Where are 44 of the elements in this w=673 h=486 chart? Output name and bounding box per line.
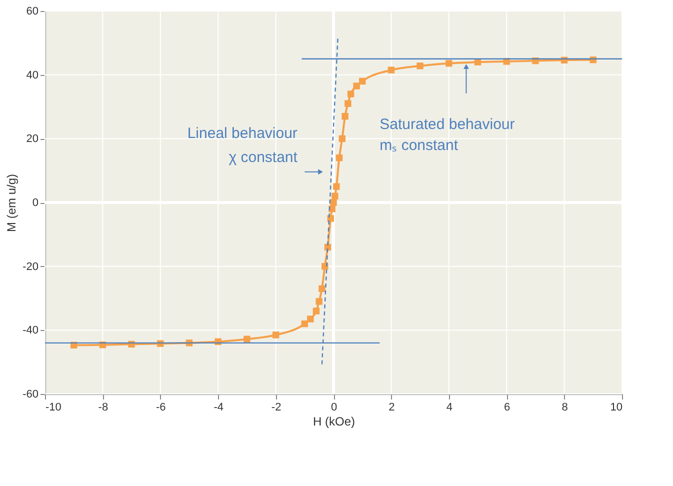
point	[446, 60, 452, 67]
point	[330, 199, 337, 206]
annotation: Lineal behaviour	[187, 125, 298, 142]
point	[416, 62, 424, 70]
annotation: χ constant	[228, 149, 298, 166]
point	[332, 192, 338, 200]
y-tick-label: 0	[32, 197, 38, 209]
y-tick-label: -20	[22, 260, 38, 273]
point	[388, 66, 395, 74]
x-tick-label: -6	[156, 402, 166, 414]
x-tick-label: 8	[562, 402, 568, 414]
point	[318, 285, 326, 292]
point	[272, 332, 280, 338]
x-tick-label: 10	[610, 402, 622, 414]
point	[344, 100, 352, 107]
y-tick-label: -60	[22, 388, 38, 400]
x-axis-title: H (kOe)	[313, 414, 356, 428]
point	[347, 90, 354, 98]
y-axis-title: M (em u/g)	[4, 174, 19, 232]
point	[333, 183, 340, 190]
x-tick-label: 0	[330, 402, 338, 414]
point	[342, 112, 348, 120]
x-tick-label: 2	[388, 402, 395, 414]
y-tick-label: 40	[26, 69, 38, 82]
annotation: Saturated behaviour	[380, 116, 515, 133]
point	[353, 82, 360, 90]
y-tick-label: 20	[26, 133, 38, 146]
x-tick-label: 6	[504, 402, 510, 414]
x-tick-label: 4	[446, 402, 452, 414]
x-tick-label: -4	[214, 402, 224, 414]
point	[338, 135, 346, 142]
point	[358, 78, 366, 85]
point	[312, 308, 320, 314]
point	[336, 154, 343, 162]
point	[327, 215, 334, 222]
x-tick-label: -8	[98, 402, 108, 414]
x-tick-label: -10	[46, 402, 62, 414]
x-tick-label: -2	[271, 402, 282, 414]
point	[316, 298, 322, 305]
y-tick-label: 60	[26, 6, 38, 18]
y-tick-label: -40	[22, 324, 38, 337]
annotation: mₛ constant	[380, 137, 459, 154]
point	[244, 336, 250, 342]
point	[307, 316, 314, 322]
